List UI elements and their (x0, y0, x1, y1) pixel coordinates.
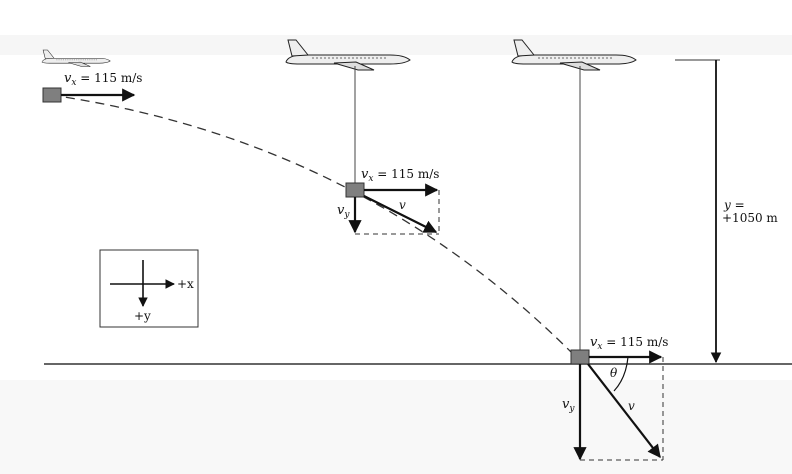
axes-icon: +x +y (99, 249, 199, 328)
height-label: y = (723, 198, 745, 212)
vx-label: vx = 115 m/s (64, 71, 142, 88)
v-label: v (399, 198, 406, 212)
trajectory-path (50, 94, 576, 357)
v-label: v (628, 399, 635, 413)
axis-y-label: +y (134, 309, 151, 323)
height-value: +1050 m (722, 211, 778, 225)
background-shading (0, 35, 792, 474)
package-box-icon (345, 182, 365, 198)
package-box-icon (570, 349, 590, 365)
theta-label: θ (610, 366, 618, 380)
package-box-icon (42, 87, 62, 103)
v-arrow (587, 363, 661, 459)
vy-label: vy (562, 397, 575, 414)
angle-arc (613, 356, 629, 392)
vx-label: vx = 115 m/s (590, 335, 668, 352)
axis-x-label: +x (177, 277, 194, 291)
vx-label: vx = 115 m/s (361, 167, 439, 184)
v-arrow (363, 195, 438, 233)
vy-label: vy (337, 203, 350, 220)
